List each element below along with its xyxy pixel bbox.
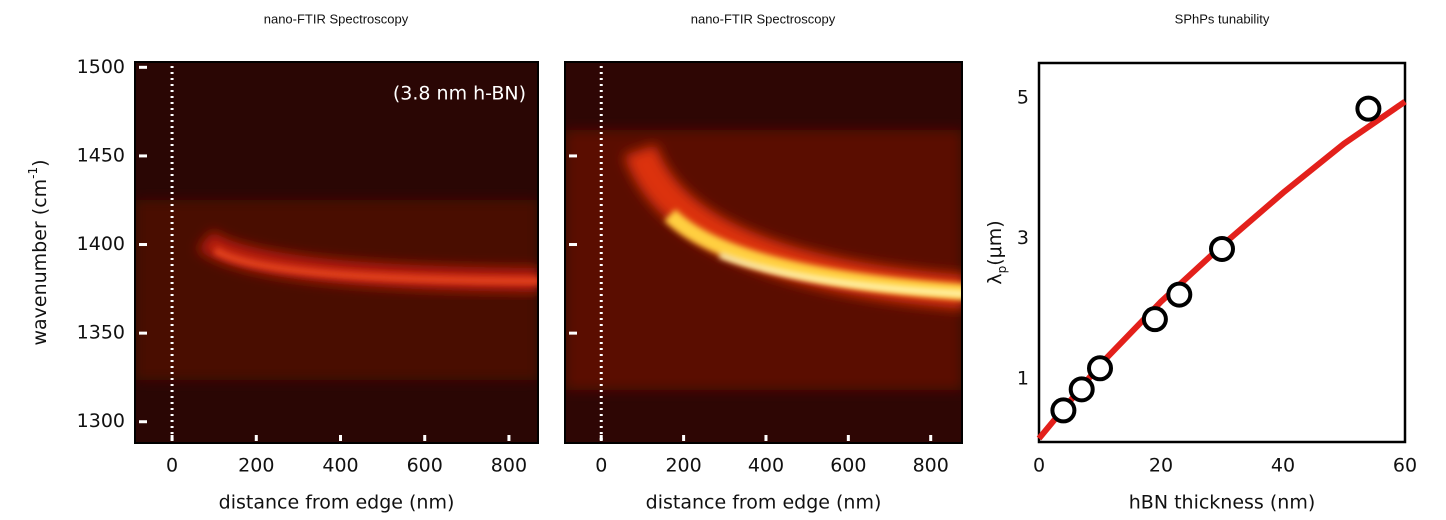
- x-tick-label: 0: [1033, 455, 1045, 477]
- x-tick-label: 60: [1393, 455, 1417, 477]
- y-axis-label-part: ): [29, 159, 51, 166]
- x-tick-label: 200: [238, 455, 274, 477]
- y-axis-label: λp(μm): [984, 220, 1009, 284]
- x-tick-label: 400: [748, 455, 784, 477]
- data-point: [1087, 355, 1113, 382]
- chart-title: nano-FTIR Spectroscopy: [691, 11, 836, 26]
- chart-title: SPhPs tunability: [1175, 11, 1270, 26]
- y-tick-label: 1400: [77, 233, 125, 255]
- x-tick-label: 800: [913, 455, 949, 477]
- data-point: [1355, 95, 1382, 122]
- y-tick-label: 1450: [77, 144, 125, 166]
- x-tick-label: 40: [1271, 455, 1295, 477]
- x-axis-label: distance from edge (nm): [646, 492, 882, 514]
- x-tick-label: 20: [1149, 455, 1173, 477]
- x-tick-label: 800: [491, 455, 527, 477]
- data-point: [1050, 397, 1077, 424]
- annotation: (3.8 nm h-BN): [393, 83, 526, 105]
- plot-frame: [564, 61, 963, 444]
- data-point: [1166, 281, 1193, 308]
- data-point: [1068, 376, 1095, 403]
- x-tick-label: 0: [595, 455, 607, 477]
- y-tick-label: 5: [1017, 87, 1029, 109]
- x-axis-label: distance from edge (nm): [219, 492, 455, 514]
- plot-frame: [1037, 61, 1407, 444]
- x-axis-label: hBN thickness (nm): [1129, 492, 1316, 514]
- y-axis-label-part: p: [995, 266, 1009, 274]
- x-tick-label: 600: [830, 455, 866, 477]
- x-tick-label: 0: [166, 455, 178, 477]
- y-tick-label: 3: [1017, 227, 1029, 249]
- y-axis-label-part: (μm): [984, 220, 1006, 265]
- y-tick-label: 1350: [77, 322, 125, 344]
- x-tick-label: 600: [407, 455, 443, 477]
- x-tick-label: 400: [322, 455, 358, 477]
- spectrum-image: [135, 62, 538, 443]
- spectrum-image: [565, 62, 962, 443]
- y-axis-label-part: λ: [984, 273, 1006, 284]
- x-tick-label: 200: [665, 455, 701, 477]
- chart-title: nano-FTIR Spectroscopy: [264, 11, 409, 26]
- data-point: [1209, 235, 1235, 262]
- y-axis-label-part: -1: [26, 167, 40, 179]
- plot-frame: [134, 61, 539, 444]
- y-axis-label-part: wavenumber (cm: [29, 179, 51, 346]
- y-tick-label: 1: [1017, 367, 1029, 389]
- y-axis-label: wavenumber (cm-1): [26, 159, 51, 345]
- data-point: [1141, 306, 1168, 333]
- y-tick-label: 1500: [77, 56, 125, 78]
- y-tick-label: 1300: [77, 410, 125, 432]
